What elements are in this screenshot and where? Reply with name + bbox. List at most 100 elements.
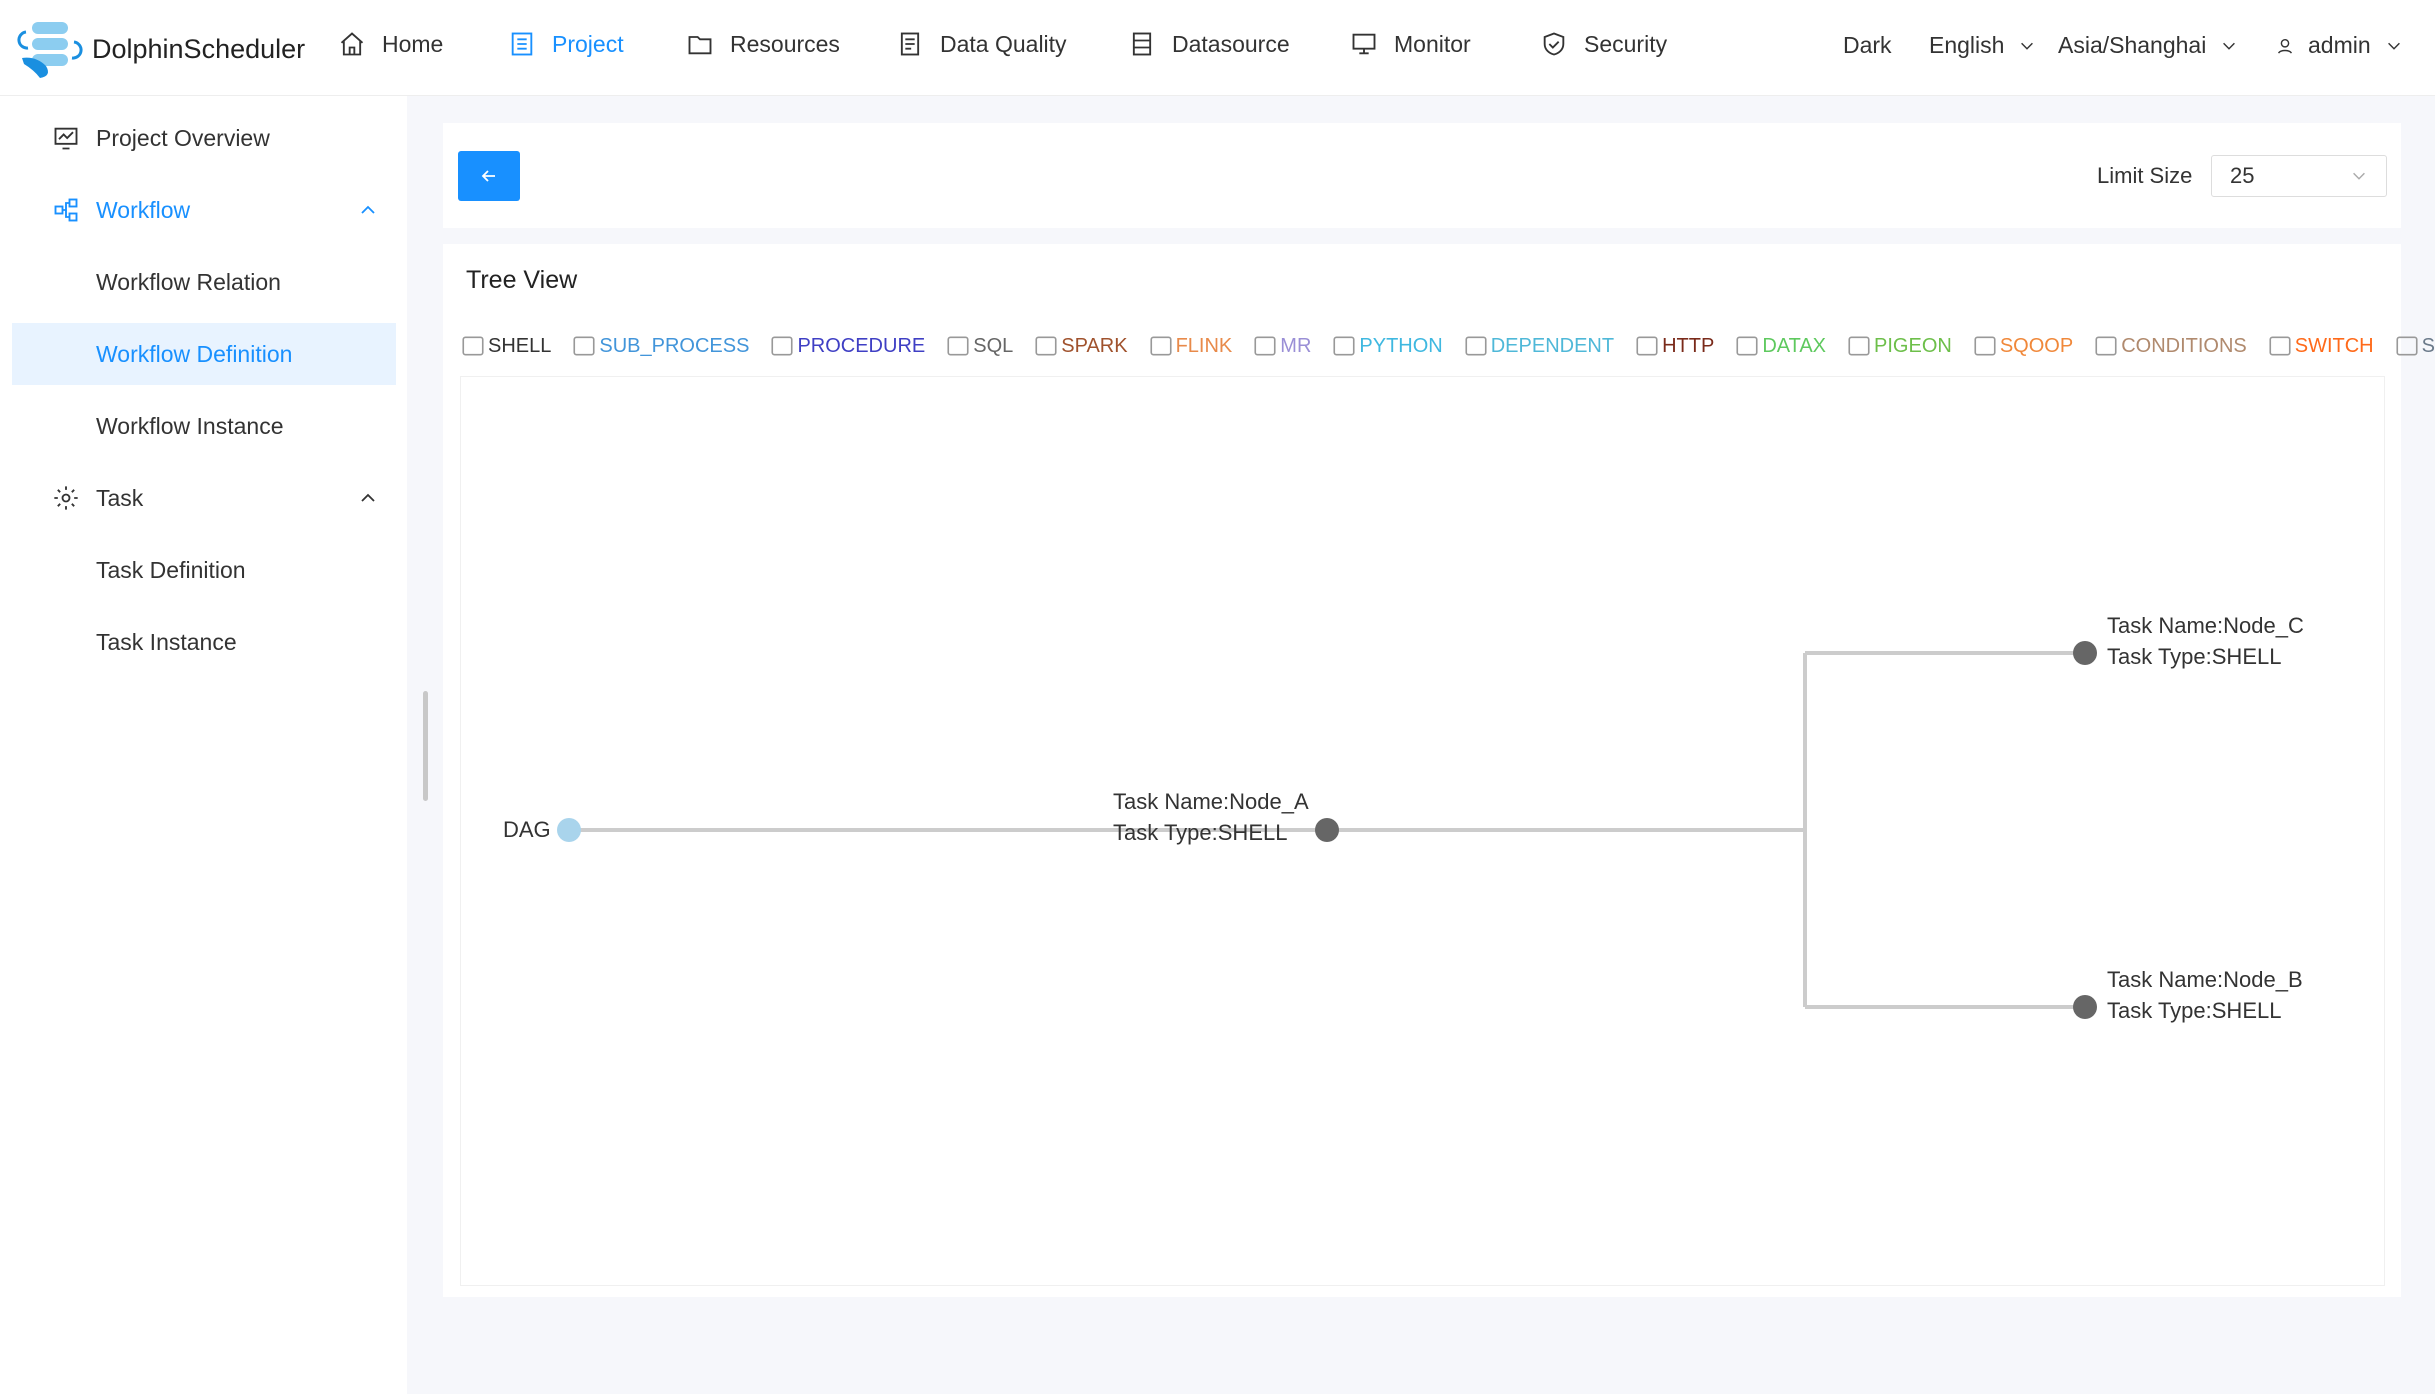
node-b-type: Task Type:SHELL xyxy=(2107,998,2281,1023)
switch-icon xyxy=(2269,336,2291,356)
node-a[interactable] xyxy=(1315,818,1339,842)
legend-label: PYTHON xyxy=(1359,334,1443,357)
sidebar-label: Workflow Instance xyxy=(96,412,284,439)
timezone-label: Asia/Shanghai xyxy=(2058,32,2207,58)
workflow-icon xyxy=(54,198,78,222)
legend-item-dependent[interactable]: DEPENDENT xyxy=(1463,333,1614,359)
user-menu[interactable]: admin xyxy=(2276,32,2403,59)
legend-label: SPARK xyxy=(1061,334,1128,357)
legend-label: SHELL xyxy=(488,334,552,357)
node-c-type: Task Type:SHELL xyxy=(2107,644,2281,669)
limit-size-select[interactable]: 25 xyxy=(2211,155,2387,197)
back-button[interactable] xyxy=(458,151,520,201)
legend-item-conditions[interactable]: CONDITIONS xyxy=(2093,333,2247,359)
home-icon xyxy=(340,32,364,56)
monitor-icon xyxy=(1352,33,1376,55)
sidebar-item-workflow-definition[interactable]: Workflow Definition xyxy=(12,323,396,385)
nav-label: Home xyxy=(382,30,444,57)
sub-process-icon xyxy=(573,336,595,356)
node-b-name: Task Name:Node_B xyxy=(2107,967,2303,992)
nav-monitor[interactable]: Monitor xyxy=(1350,30,1471,58)
legend-item-spark[interactable]: SPARK xyxy=(1033,333,1128,359)
user-icon xyxy=(2278,38,2292,54)
tree-view-title: Tree View xyxy=(466,266,578,294)
legend-item-sqoop[interactable]: SQOOP xyxy=(1972,333,2073,359)
sidebar-label: Project Overview xyxy=(96,124,270,151)
legend-item-seatunnel[interactable]: SEATUNNEL xyxy=(2394,333,2435,359)
language-select[interactable]: English xyxy=(1929,32,2036,59)
datasource-icon xyxy=(1132,32,1152,56)
arrow-left-icon xyxy=(481,170,495,182)
sidebar-scrollbar[interactable] xyxy=(423,691,428,801)
python-icon xyxy=(1333,336,1355,356)
nav-resources[interactable]: Resources xyxy=(686,30,840,58)
sidebar-item-workflow-relation[interactable]: Workflow Relation xyxy=(12,251,396,313)
legend-item-datax[interactable]: DATAX xyxy=(1734,333,1826,359)
legend-label: SQOOP xyxy=(1999,334,2074,357)
limit-size-value: 25 xyxy=(2230,163,2255,188)
nav-label: Monitor xyxy=(1394,30,1471,57)
sidebar-label: Task xyxy=(96,484,144,511)
legend-label: SQL xyxy=(973,334,1014,357)
theme-toggle[interactable]: Dark xyxy=(1843,32,1892,59)
sidebar-label: Workflow xyxy=(96,196,191,223)
project-icon xyxy=(511,32,533,56)
nav-data-quality[interactable]: Data Quality xyxy=(896,30,1067,58)
legend-label: CONDITIONS xyxy=(2121,334,2247,357)
conditions-icon xyxy=(2095,336,2117,356)
nav-label: Data Quality xyxy=(940,30,1067,57)
sidebar-item-task[interactable]: Task xyxy=(12,467,396,529)
dependent-icon xyxy=(1465,336,1487,356)
legend-item-mr[interactable]: MR xyxy=(1252,333,1311,359)
nav-project[interactable]: Project xyxy=(508,30,624,58)
nav-home[interactable]: Home xyxy=(338,30,443,58)
legend-label: PIGEON xyxy=(1874,334,1952,357)
sql-icon xyxy=(947,336,969,356)
limit-size-label: Limit Size xyxy=(2097,163,2193,188)
gear-icon xyxy=(54,486,78,510)
legend-label: MR xyxy=(1280,334,1312,357)
sidebar-item-workflow-instance[interactable]: Workflow Instance xyxy=(12,395,396,457)
data-quality-icon xyxy=(900,32,920,56)
chevron-up-icon xyxy=(361,493,375,502)
legend-item-pigeon[interactable]: PIGEON xyxy=(1846,333,1952,359)
sidebar-item-workflow[interactable]: Workflow xyxy=(12,179,396,241)
flink-icon xyxy=(1150,336,1172,356)
chevron-down-icon xyxy=(2021,42,2034,50)
shell-icon xyxy=(462,336,484,356)
node-c[interactable] xyxy=(2073,641,2097,665)
sidebar-item-task-definition[interactable]: Task Definition xyxy=(12,539,396,601)
app-name: DolphinScheduler xyxy=(92,33,306,64)
sidebar: Project Overview Workflow Workflow Relat… xyxy=(0,96,407,1394)
legend-label: DATAX xyxy=(1762,334,1827,357)
legend-label: SWITCH xyxy=(2294,334,2374,357)
chevron-up-icon xyxy=(361,205,375,214)
legend-item-procedure[interactable]: PROCEDURE xyxy=(769,333,925,359)
nav-security[interactable]: Security xyxy=(1540,30,1667,58)
legend-item-sql[interactable]: SQL xyxy=(945,333,1013,359)
spark-icon xyxy=(1035,336,1057,356)
node-b[interactable] xyxy=(2073,995,2097,1019)
logo[interactable]: DolphinScheduler xyxy=(16,18,305,80)
http-icon xyxy=(1636,336,1658,356)
legend-label: HTTP xyxy=(1662,334,1715,357)
legend-item-http[interactable]: HTTP xyxy=(1634,333,1714,359)
nav-datasource[interactable]: Datasource xyxy=(1128,30,1290,58)
legend-label: FLINK xyxy=(1175,334,1233,357)
legend-item-python[interactable]: PYTHON xyxy=(1331,333,1443,359)
sidebar-item-task-instance[interactable]: Task Instance xyxy=(12,611,396,673)
seatunnel-icon xyxy=(2396,336,2418,356)
chevron-down-icon xyxy=(2353,172,2365,180)
legend-item-flink[interactable]: FLINK xyxy=(1148,333,1233,359)
nav-label: Datasource xyxy=(1172,30,1290,57)
node-a-name: Task Name:Node_A xyxy=(1113,789,1309,814)
legend-item-sub-process[interactable]: SUB_PROCESS xyxy=(571,333,749,359)
timezone-select[interactable]: Asia/Shanghai xyxy=(2058,32,2238,59)
overview-icon xyxy=(54,127,78,150)
legend-item-switch[interactable]: SWITCH xyxy=(2267,333,2374,359)
legend-item-shell[interactable]: SHELL xyxy=(460,333,551,359)
sidebar-item-project-overview[interactable]: Project Overview xyxy=(12,107,396,169)
sqoop-icon xyxy=(1974,336,1996,356)
root-node[interactable] xyxy=(557,818,581,842)
tree-canvas: DAG Task Name:Node_A Task Type:SHELL Tas… xyxy=(460,376,2385,1286)
